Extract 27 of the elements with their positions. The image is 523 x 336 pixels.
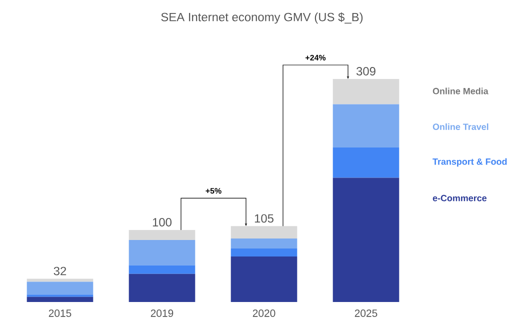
x-tick-label: 2019 xyxy=(150,310,174,317)
annotation: 100 xyxy=(152,218,172,226)
bar xyxy=(230,226,298,238)
bar xyxy=(128,230,196,240)
x-tick-label: 2015 xyxy=(48,310,72,317)
bar xyxy=(26,282,94,295)
bar xyxy=(128,274,196,302)
bar xyxy=(26,296,94,302)
bar xyxy=(230,256,298,302)
bar xyxy=(128,265,196,274)
bar xyxy=(230,238,298,248)
bar xyxy=(128,240,196,266)
bar xyxy=(332,147,400,178)
annotation: 32 xyxy=(54,266,66,276)
annotation: 105 xyxy=(254,214,274,223)
x-tick-label: 2020 xyxy=(252,310,276,317)
text: Online Media xyxy=(432,88,488,94)
chart-title: SEA Internet economy GMV (US $_B) xyxy=(161,12,363,24)
text: Transport & Food xyxy=(432,158,507,167)
text: Online Travel xyxy=(432,123,488,130)
bar xyxy=(332,104,400,148)
bar xyxy=(230,248,298,257)
annotation: 309 xyxy=(356,67,376,76)
text: e-Commerce xyxy=(432,194,487,202)
x-tick-label: 2025 xyxy=(354,310,378,317)
bar xyxy=(332,78,400,104)
bar xyxy=(332,178,400,302)
